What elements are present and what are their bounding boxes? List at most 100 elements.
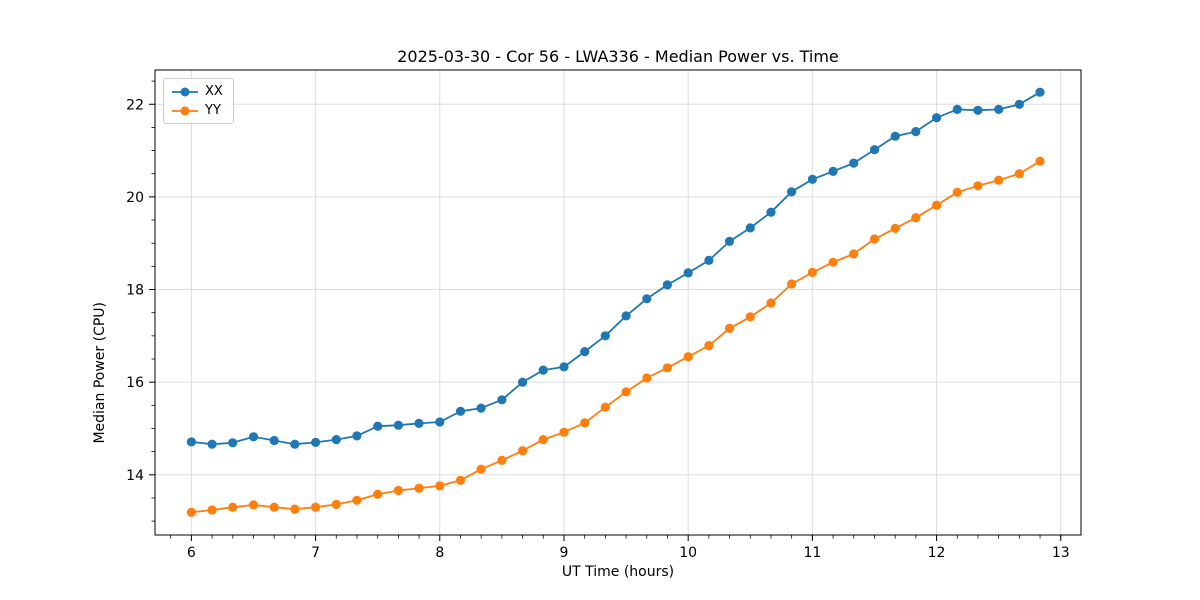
data-point-xx [393,420,403,430]
x-tick-label: 11 [803,545,821,561]
series-line-yy [191,160,1041,514]
data-point-yy [207,505,217,515]
data-point-yy [290,504,300,514]
data-point-xx [497,395,507,405]
data-point-yy [600,402,610,412]
x-tick-label: 13 [1052,545,1070,561]
data-point-yy [787,279,797,289]
data-point-xx [186,437,196,447]
data-point-yy [331,499,341,509]
data-point-yy [248,500,259,510]
data-point-xx [228,438,238,448]
data-point-yy [952,187,962,197]
data-point-xx [642,294,652,304]
data-point-xx [849,158,859,168]
data-point-xx [745,223,755,233]
data-point-yy [497,455,507,465]
data-point-xx [331,435,341,445]
x-tick-label: 8 [435,545,444,561]
data-point-xx [476,403,486,413]
data-point-yy [414,483,424,493]
x-tick-label: 9 [560,545,569,561]
y-tick-label: 14 [126,468,144,484]
data-point-yy [745,312,755,322]
data-point-xx [621,311,631,321]
data-point-yy [849,249,859,259]
data-point-xx [662,280,673,290]
data-point-yy [393,485,403,496]
data-point-yy [911,213,921,223]
data-point-yy [186,507,196,517]
data-point-yy [352,495,362,505]
legend-item-yy: YY [172,103,223,118]
data-point-xx [600,331,610,341]
x-tick-label: 6 [187,545,196,561]
data-point-xx [704,255,714,265]
chart-title: 2025-03-30 - Cor 56 - LWA336 - Median Po… [397,47,839,66]
data-point-xx [994,104,1004,114]
data-point-yy [662,363,673,373]
data-point-xx [373,421,383,431]
y-axis-label-text: Median Power (CPU) [92,301,108,444]
data-point-yy [932,200,942,210]
data-point-yy [228,502,238,512]
data-point-xx [952,104,962,114]
data-point-xx [787,187,797,197]
data-point-xx [869,145,880,155]
data-point-xx [248,432,259,442]
data-point-yy [869,234,880,244]
data-point-yy [724,323,735,333]
data-point-xx [807,174,818,184]
data-point-xx [518,377,528,387]
data-point-xx [352,431,362,441]
data-point-xx [828,166,838,176]
data-point-xx [269,435,279,446]
data-point-xx [559,362,569,372]
data-point-xx [973,105,983,115]
data-point-yy [476,464,486,474]
data-point-xx [683,268,693,278]
data-point-xx [580,347,590,357]
data-point-yy [807,267,818,277]
x-tick-label: 7 [311,545,320,561]
data-point-yy [973,181,983,191]
data-point-xx [435,417,445,427]
data-point-yy [621,387,631,397]
y-tick-label: 20 [126,190,144,206]
legend-label-yy: YY [205,103,221,118]
data-point-yy [559,427,569,437]
data-point-xx [455,406,466,416]
data-point-yy [890,223,900,233]
data-point-yy [766,298,776,308]
data-point-yy [455,475,466,485]
data-point-yy [580,418,590,428]
data-point-yy [518,446,528,456]
data-point-xx [1035,87,1045,97]
series-line-xx [191,91,1041,446]
data-point-xx [290,439,300,449]
data-point-xx [890,131,900,141]
x-axis-label: UT Time (hours) [561,564,675,580]
data-point-yy [828,257,838,267]
data-point-yy [1014,169,1024,179]
y-tick-label: 16 [126,375,144,391]
data-point-xx [932,113,942,123]
x-tick-label: 12 [928,545,946,561]
data-point-yy [269,502,279,512]
legend-swatch-yy-icon [172,106,198,115]
data-point-yy [373,489,383,499]
data-point-yy [538,435,548,445]
data-point-yy [994,175,1004,185]
data-point-yy [642,373,652,383]
data-point-yy [1035,156,1045,166]
x-tick-label: 10 [679,545,697,561]
y-tick-label: 18 [126,283,144,299]
data-point-xx [724,236,735,246]
data-point-xx [766,207,776,217]
legend-label-xx: XX [205,84,223,99]
data-point-yy [311,502,321,512]
data-point-yy [683,352,693,362]
data-point-xx [1014,99,1024,109]
